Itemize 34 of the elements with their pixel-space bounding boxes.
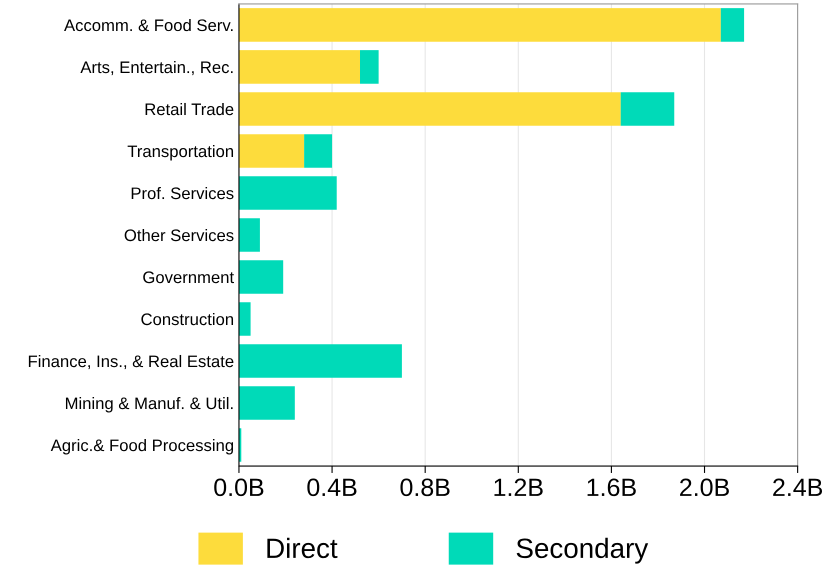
bar [238, 302, 251, 336]
x-tick-label: 1.2B [494, 478, 543, 496]
y-tick-label: Transportation [128, 144, 234, 160]
bar [238, 50, 360, 84]
y-tick-label: Prof. Services [132, 186, 234, 200]
bar [720, 8, 744, 42]
bar [238, 218, 260, 252]
y-tick-label: Other Services [124, 228, 234, 242]
bar [360, 50, 379, 84]
x-tick-label: 0.8B [400, 478, 450, 496]
x-tick-label: 1.6B [588, 478, 636, 496]
y-tick-label: Construction [141, 312, 234, 326]
y-tick-label: Retail Trade [146, 102, 234, 116]
y-tick-label: Government [143, 271, 234, 284]
bar [238, 344, 402, 378]
x-tick-label: 0.0B [214, 478, 264, 496]
x-tick-label: 2.0B [680, 478, 729, 496]
bar [238, 386, 295, 420]
legend-label: Secondary [516, 538, 648, 564]
bar [238, 176, 337, 210]
x-tick-label: 2.4B [773, 478, 822, 496]
bar [620, 92, 674, 126]
y-tick-label: Arts, Entertain., Rec. [80, 60, 233, 76]
bar [238, 134, 304, 168]
y-tick-label: Mining & Manuf. & Util. [66, 396, 233, 413]
x-tick-label: 0.4B [307, 478, 356, 496]
bar [238, 260, 284, 294]
legend-label: Direct [267, 538, 338, 558]
y-tick-label: Finance, Ins., & Real Estate [28, 354, 234, 370]
y-tick-label: Accomm. & Food Serv. [64, 18, 233, 32]
bar [238, 8, 721, 42]
bar [304, 134, 332, 168]
bar [238, 92, 621, 126]
y-tick-label: Agric.& Food Processing [50, 438, 234, 455]
